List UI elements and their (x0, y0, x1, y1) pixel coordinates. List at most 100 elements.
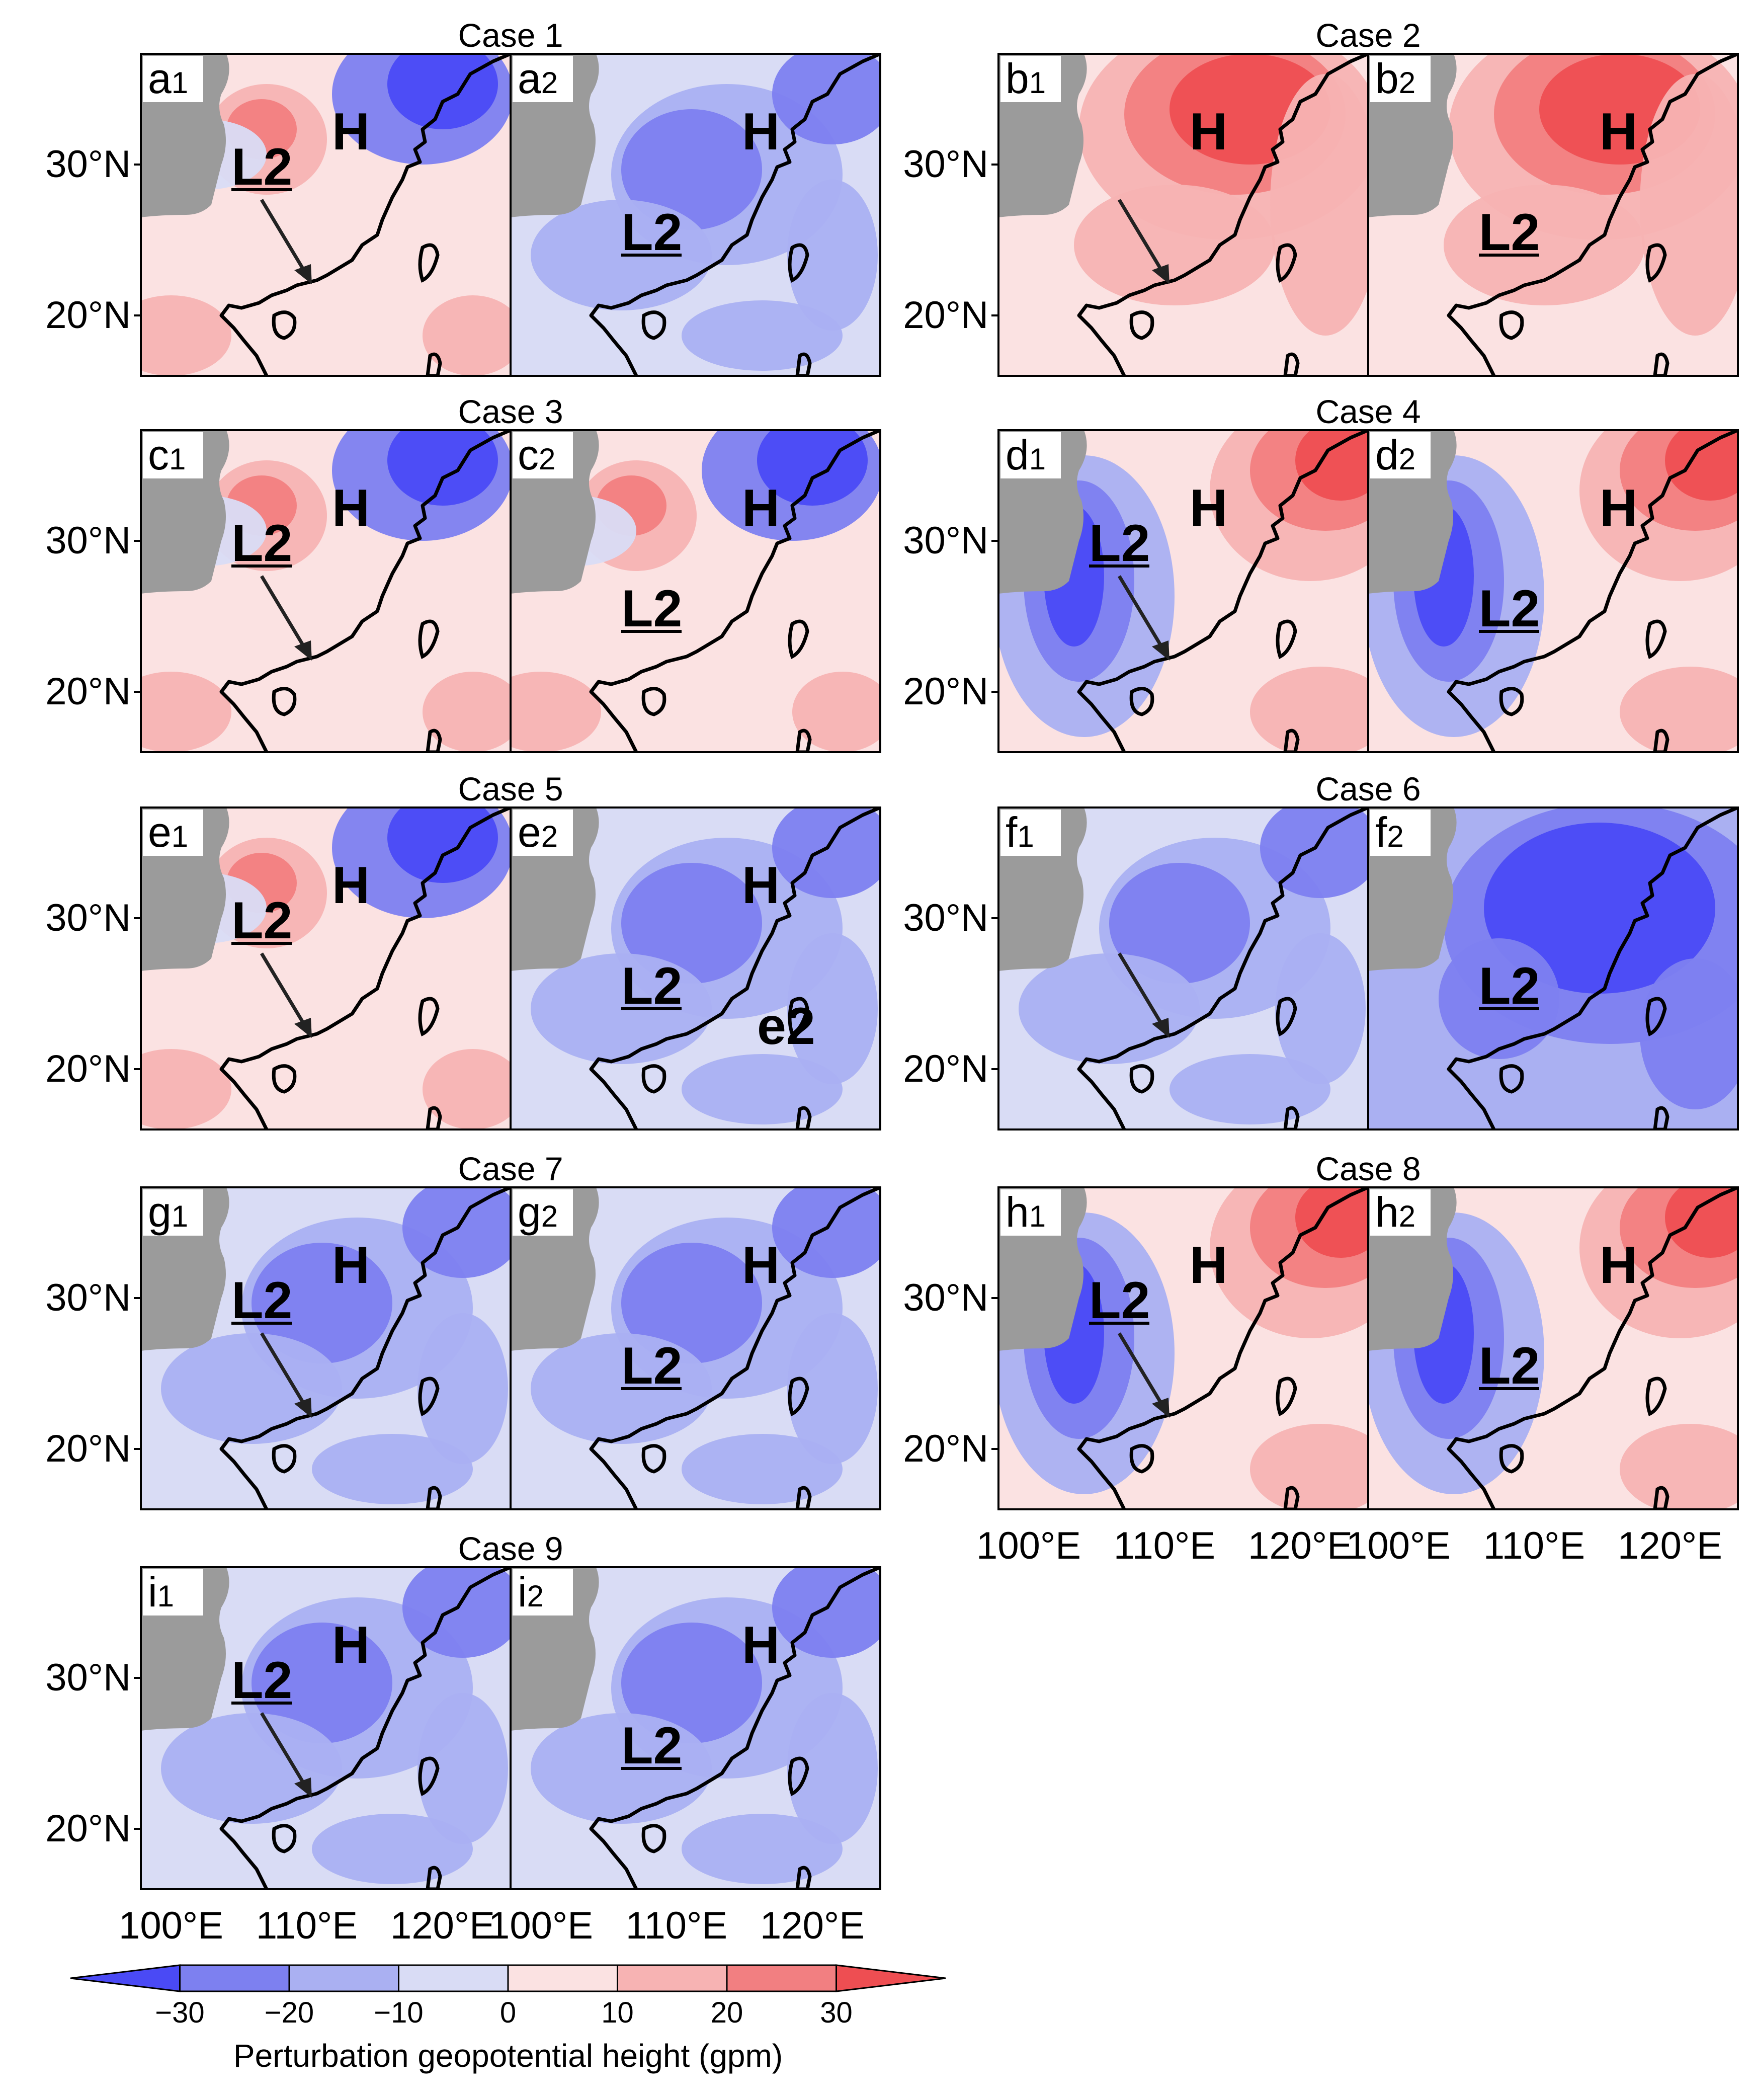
map-d1: d1 H L2 (997, 429, 1369, 753)
island-outline (1276, 619, 1297, 659)
contour-region (402, 1187, 511, 1278)
case-title: Case 5 (458, 770, 563, 807)
contour-region (1275, 933, 1366, 1084)
island-outline (1499, 1064, 1524, 1094)
island-outline (1653, 1106, 1669, 1129)
contour-region (787, 180, 878, 331)
arrow (260, 1332, 312, 1418)
svg-text:i1: i1 (148, 1568, 174, 1616)
contour-region (1665, 1187, 1738, 1258)
label-l2: L2 (231, 1271, 292, 1330)
case-title: Case 9 (458, 1530, 563, 1567)
contour-region (772, 807, 880, 898)
lat-label: 30°N (903, 897, 988, 939)
label-e2: e2 (757, 997, 815, 1056)
island-outline (1283, 1106, 1300, 1129)
island-outline (418, 243, 440, 283)
label-h: H (742, 479, 780, 537)
island-outline (418, 1377, 440, 1416)
contour-region (312, 1434, 473, 1504)
label-h: H (1600, 479, 1637, 537)
island-outline (1283, 729, 1300, 752)
contour-region (161, 1333, 342, 1444)
colorbar-tick: 30 (820, 1996, 853, 2029)
map-b2: b2 H L2 (1367, 53, 1739, 377)
label-h: H (1600, 103, 1637, 161)
lat-label: 30°N (903, 519, 988, 562)
island-outline (641, 687, 666, 716)
coastline (589, 1567, 880, 1889)
field-layer (141, 1187, 511, 1509)
island-outline (788, 997, 809, 1036)
contour-region (621, 109, 762, 230)
map-d2: d2 H L2 (1367, 429, 1739, 753)
label-h: H (1600, 1236, 1637, 1295)
case-title: Case 6 (1315, 770, 1421, 807)
case-title: Case 1 (458, 17, 563, 54)
contour-region (423, 672, 511, 752)
island-outline (272, 1064, 297, 1094)
panel-frame (510, 429, 881, 753)
lat-label: 30°N (45, 1656, 131, 1699)
field-layer (1368, 807, 1738, 1129)
island-outline (1499, 1444, 1524, 1474)
contour-region (417, 1313, 508, 1464)
contour-region (1019, 953, 1200, 1064)
svg-text:h1: h1 (1006, 1188, 1046, 1236)
contour-region (682, 300, 843, 371)
arrow (260, 1712, 312, 1798)
panel-frame (1367, 1186, 1739, 1510)
contour-region (402, 1567, 511, 1658)
island-outline (272, 1824, 297, 1853)
lon-label: 120°E (1618, 1524, 1722, 1567)
field-layer (141, 1567, 511, 1889)
panel-tag: h1 (1000, 1188, 1061, 1236)
lon-label: 110°E (1114, 1524, 1215, 1567)
label-l2: L2 (231, 138, 292, 196)
label-l2: L2 (1089, 514, 1150, 573)
arrow (260, 575, 312, 661)
colorbar-tick: −20 (265, 1996, 314, 2029)
contour-region (417, 1693, 508, 1844)
label-h: H (742, 856, 780, 915)
island-outline (788, 619, 809, 659)
svg-text:d2: d2 (1375, 431, 1415, 478)
contour-region (511, 672, 601, 752)
island-outline (641, 1824, 666, 1853)
label-l2: L2 (1479, 957, 1540, 1015)
map-f2: f2 L2 (1367, 806, 1739, 1130)
contour-region (1439, 938, 1559, 1059)
contour-region (141, 672, 231, 752)
map-e1: e1 H L2 (140, 806, 512, 1130)
panel-frame (510, 1186, 881, 1510)
coastline (589, 1187, 880, 1509)
svg-text:i2: i2 (518, 1568, 544, 1616)
svg-text:a2: a2 (518, 55, 558, 102)
field-layer (998, 430, 1368, 752)
contour-region (772, 1187, 880, 1278)
field-layer (141, 430, 511, 752)
island-outline (1653, 352, 1669, 376)
svg-text:g1: g1 (148, 1188, 188, 1236)
map-c2: c2 H L2 (510, 429, 881, 753)
lon-label: 100°E (488, 1904, 593, 1947)
lat-label: 20°N (903, 1047, 988, 1090)
contour-region (1620, 1424, 1738, 1509)
panel-tag: d2 (1370, 431, 1431, 478)
contour-region (621, 1243, 762, 1363)
contour-region (772, 1567, 880, 1658)
panel-tag: f1 (1000, 809, 1061, 856)
arrow (1117, 1332, 1170, 1418)
label-h: H (1190, 479, 1227, 537)
map-a2: a2 H L2 (510, 53, 881, 377)
lon-label: 100°E (1346, 1524, 1451, 1567)
label-l2: L2 (621, 957, 682, 1015)
label-l2: L2 (621, 203, 682, 262)
island-outline (641, 1064, 666, 1094)
island-outline (1645, 997, 1667, 1036)
lon-label: 110°E (256, 1904, 358, 1947)
island-outline (795, 1486, 812, 1509)
label-l2: L2 (1479, 580, 1540, 638)
contour-region (1109, 863, 1250, 984)
